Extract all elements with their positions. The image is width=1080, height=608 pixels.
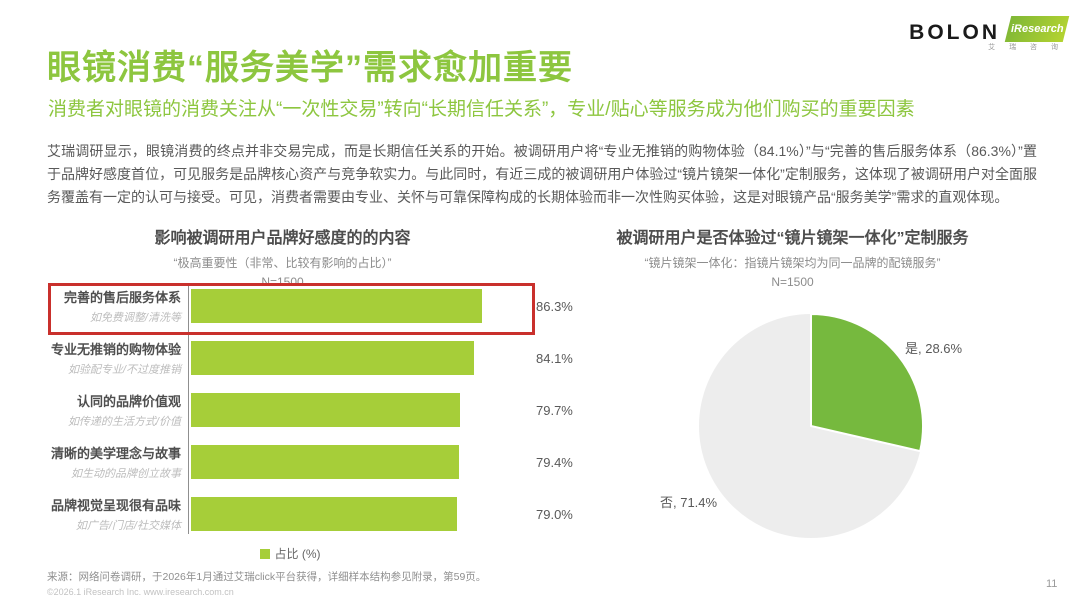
bar-track: [191, 497, 528, 531]
bar-fill: [191, 445, 459, 479]
bar-chart-title: 影响被调研用户品牌好感度的的内容: [154, 230, 411, 247]
iresearch-logo: iResearch: [1004, 16, 1070, 42]
page-number: 11: [1046, 578, 1058, 590]
bar-category-label: 认同的品牌价值观如传递的生活方式/价值: [45, 391, 187, 429]
bar-chart-axis-line: [188, 286, 189, 534]
bar-row: 专业无推销的购物体验如验配专业/不过度推销 84.1%: [45, 339, 573, 377]
bar-category-name: 品牌视觉呈现很有品味: [50, 498, 181, 513]
bar-fill: [191, 341, 475, 375]
bar-track: [191, 393, 528, 427]
iresearch-logo-chinese: 艾 瑞 咨 询: [988, 44, 1064, 51]
legend-swatch: [259, 549, 270, 559]
bar-category-name: 认同的品牌价值观: [76, 394, 181, 409]
bar-category-note: 如生动的品牌创立故事: [71, 468, 181, 480]
bar-category-note: 如广告/门店/社交媒体: [75, 520, 181, 532]
bar-row: 完善的售后服务体系如免费调整/清洗等 86.3%: [45, 287, 573, 325]
bar-category-label: 专业无推销的购物体验如验配专业/不过度推销: [45, 339, 187, 377]
pie-chart: [699, 313, 924, 538]
legend-label: 占比 (%): [274, 547, 321, 561]
bar-category-name: 专业无推销的购物体验: [50, 342, 181, 357]
pie-chart-header: 被调研用户是否体验过“镜片镜架一体化”定制服务 “镜片镜架一体化：指镜片镜架均为…: [595, 224, 990, 289]
bar-category-label: 品牌视觉呈现很有品味如广告/门店/社交媒体: [45, 495, 187, 533]
bar-category-label: 完善的售后服务体系如免费调整/清洗等: [45, 287, 187, 325]
pie-chart-title: 被调研用户是否体验过“镜片镜架一体化”定制服务: [616, 230, 969, 247]
bar-row: 认同的品牌价值观如传递的生活方式/价值 79.7%: [45, 391, 573, 429]
bar-category-name: 完善的售后服务体系: [63, 290, 181, 305]
bar-track: [191, 341, 528, 375]
source-note: 来源：网络问卷调研，于2026年1月通过艾瑞click平台获得，详细样本结构参见…: [47, 571, 487, 583]
bar-row: 品牌视觉呈现很有品味如广告/门店/社交媒体 79.0%: [45, 495, 573, 533]
body-paragraph: 艾瑞调研显示，眼镜消费的终点并非交易完成，而是长期信任关系的开始。被调研用户将“…: [47, 143, 1037, 205]
bar-category-label: 清晰的美学理念与故事如生动的品牌创立故事: [45, 443, 187, 481]
pie-slice-yes: [810, 313, 924, 453]
bar-track: [191, 445, 528, 479]
bar-category-note: 如传递的生活方式/价值: [67, 416, 181, 428]
page-title: 眼镜消费“服务美学”需求愈加重要: [47, 49, 573, 87]
bar-category-name: 清晰的美学理念与故事: [50, 446, 181, 461]
bar-chart-legend: 占比 (%): [45, 545, 535, 562]
bar-value-label: 79.4%: [536, 454, 573, 470]
bar-chart-header: 影响被调研用户品牌好感度的的内容 “极高重要性（非常、比较有影响的占比）” N=…: [45, 224, 520, 289]
bar-fill: [191, 289, 482, 323]
pie-chart-subtitle: “镜片镜架一体化：指镜片镜架均为同一品牌的配镜服务”: [644, 256, 941, 270]
pie-label-no: 否, 71.4%: [660, 495, 718, 510]
bar-value-label: 79.7%: [536, 402, 573, 418]
bar-row: 清晰的美学理念与故事如生动的品牌创立故事 79.4%: [45, 443, 573, 481]
bolon-logo: BOLON: [909, 21, 1000, 44]
pie-label-yes: 是, 28.6%: [905, 341, 963, 356]
copyright-note: ©2026.1 iResearch Inc. www.iresearch.com…: [47, 587, 234, 597]
bar-chart-subtitle: “极高重要性（非常、比较有影响的占比）”: [173, 256, 392, 270]
bar-category-note: 如免费调整/清洗等: [89, 312, 181, 324]
bar-fill: [191, 393, 460, 427]
bar-track: [191, 289, 528, 323]
pie-chart-sample-size: N=1500: [771, 275, 814, 289]
bar-value-label: 79.0%: [536, 506, 573, 522]
logo-area: BOLON iResearch: [909, 14, 1070, 60]
bar-category-note: 如验配专业/不过度推销: [67, 364, 181, 376]
bar-value-label: 84.1%: [536, 350, 573, 366]
page-subtitle: 消费者对眼镜的消费关注从“一次性交易”转向“长期信任关系”，专业/贴心等服务成为…: [48, 99, 915, 120]
bar-fill: [191, 497, 458, 531]
bar-value-label: 86.3%: [536, 298, 573, 314]
